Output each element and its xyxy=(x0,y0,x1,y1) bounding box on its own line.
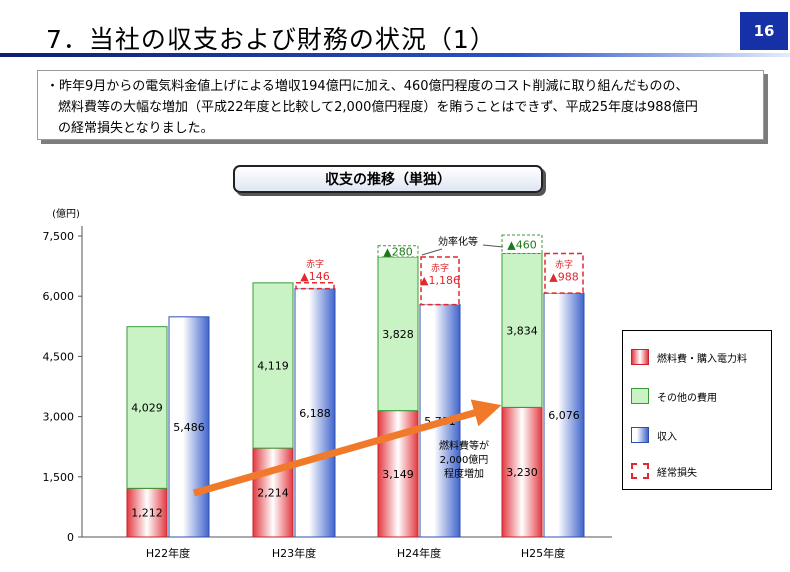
y-tick-label: 0 xyxy=(67,531,74,544)
bar-other-cost xyxy=(252,282,294,449)
efficiency-label: ▲460 xyxy=(507,238,536,251)
legend-item-loss: 経常損失 xyxy=(631,463,697,479)
data-label-fuel: 3,230 xyxy=(506,466,538,479)
bar-fuel xyxy=(252,447,294,538)
fuel-increase-note: 2,000億円 xyxy=(440,453,489,466)
legend-label: その他の費用 xyxy=(657,392,717,404)
data-label-other-cost: 4,029 xyxy=(131,402,163,415)
bar-fuel xyxy=(126,487,168,538)
loss-box xyxy=(544,252,584,294)
loss-value: ▲146 xyxy=(300,270,329,283)
title-underline xyxy=(0,53,790,57)
bar-revenue xyxy=(168,316,210,538)
efficiency-box xyxy=(377,245,419,258)
data-label-fuel: 3,149 xyxy=(382,468,414,481)
efficiency-box xyxy=(501,234,543,254)
page-number: 16 xyxy=(740,12,788,50)
x-tick-label: H25年度 xyxy=(521,546,565,560)
loss-tag: 赤字 xyxy=(306,258,324,270)
legend-item-other: その他の費用 xyxy=(631,388,717,404)
fuel-increase-note: 程度増加 xyxy=(444,467,484,480)
legend-item-revenue: 収入 xyxy=(631,427,677,443)
efficiency-leader xyxy=(482,244,504,248)
efficiency-annotation: 効率化等 xyxy=(438,235,478,248)
data-label-other-cost: 4,119 xyxy=(257,359,289,372)
data-label-other-cost: 3,834 xyxy=(506,324,538,337)
x-tick-label: H22年度 xyxy=(146,546,190,560)
trend-arrow xyxy=(193,399,502,497)
data-label-fuel: 2,214 xyxy=(257,487,289,500)
y-tick-label: 7,500 xyxy=(43,230,75,243)
data-label-fuel: 1,212 xyxy=(131,507,163,520)
summary-line: ・昨年9月からの電気料金値上げによる増収194億円に加え、460億円程度のコスト… xyxy=(46,79,689,94)
legend-swatch-revenue xyxy=(631,427,649,443)
legend-swatch-other xyxy=(631,388,649,404)
summary-line: の経常損失となりました。 xyxy=(58,121,214,136)
loss-box xyxy=(295,282,335,290)
legend-item-fuel: 燃料費・購入電力料 xyxy=(631,349,747,365)
loss-tag: 赤字 xyxy=(431,262,449,274)
x-tick-label: H24年度 xyxy=(397,546,441,560)
summary-line: 燃料費等の大幅な増加（平成22年度と比較して2,000億円程度）を賄うことはでき… xyxy=(58,100,698,115)
loss-value: ▲1,186 xyxy=(420,274,460,287)
y-axis-unit: (億円) xyxy=(52,207,80,220)
legend-swatch-loss xyxy=(631,463,649,479)
page-title: 7．当社の収支および財務の状況（1） xyxy=(46,25,496,54)
loss-tag: 赤字 xyxy=(555,258,573,270)
y-tick-label: 4,500 xyxy=(43,350,75,363)
data-label-revenue: 6,076 xyxy=(548,409,580,422)
bar-other-cost xyxy=(126,326,168,489)
summary-box: ・昨年9月からの電気料金値上げによる増収194億円に加え、460億円程度のコスト… xyxy=(37,70,764,140)
y-tick-label: 3,000 xyxy=(43,411,75,424)
data-label-revenue: 6,188 xyxy=(299,407,331,420)
fuel-increase-note: 燃料費等が xyxy=(439,439,489,452)
legend-label: 経常損失 xyxy=(657,467,697,479)
bar-other-cost xyxy=(377,256,419,412)
efficiency-leader xyxy=(421,248,443,256)
legend-label: 燃料費・購入電力料 xyxy=(657,353,747,365)
chart-legend: 燃料費・購入電力料 その他の費用 収入 経常損失 xyxy=(622,330,772,490)
x-tick-label: H23年度 xyxy=(272,546,316,560)
efficiency-label: ▲280 xyxy=(383,245,412,258)
y-tick-label: 1,500 xyxy=(43,471,75,484)
bar-revenue xyxy=(543,292,585,538)
data-label-other-cost: 3,828 xyxy=(382,328,414,341)
legend-label: 収入 xyxy=(657,431,677,443)
loss-value: ▲988 xyxy=(549,270,578,283)
chart-title: 収支の推移（単独） xyxy=(233,165,543,193)
bar-revenue xyxy=(294,288,336,538)
data-label-revenue: 5,486 xyxy=(173,421,205,434)
y-tick-label: 6,000 xyxy=(43,290,75,303)
legend-swatch-fuel xyxy=(631,349,649,365)
loss-box xyxy=(420,256,460,306)
